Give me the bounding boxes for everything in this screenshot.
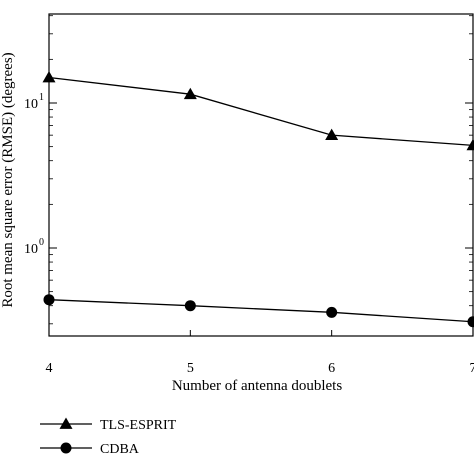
x-axis-label: Number of antenna doublets [172,378,343,394]
series-line-tls-esprit [48,76,474,147]
x-tick-label: 6 [328,361,335,376]
y-tick-label: 10 [24,97,38,112]
legend: TLS-ESPRIT CDBA [40,417,177,457]
series-line-cdba [48,299,474,323]
legend-marker-triangle [59,417,73,429]
x-tick-label: 4 [46,361,53,376]
legend-marker-circle [60,442,72,454]
legend-item: CDBA [40,442,140,457]
x-axis-ticks: 4 5 6 7 [46,330,474,376]
data-point-cdba [467,316,474,328]
legend-label: TLS-ESPRIT [100,418,177,433]
data-point-cdba [326,306,338,318]
data-point-tls-esprit [325,128,339,141]
data-point-cdba [184,300,196,312]
x-tick-label: 5 [187,361,194,376]
y-tick-exponent: 1 [39,92,44,103]
y-tick-label: 10 [24,242,38,257]
data-point-tls-esprit [183,87,197,100]
data-point-cdba [43,294,55,306]
y-axis-label: Root mean square error (RMSE) (degrees) [0,52,16,307]
legend-item: TLS-ESPRIT [40,417,177,433]
data-point-tls-esprit [466,138,474,151]
series-layer [42,70,474,328]
y-tick-exponent: 0 [39,237,44,248]
data-point-tls-esprit [42,70,56,83]
legend-label: CDBA [100,442,140,457]
x-tick-label: 7 [470,361,474,376]
plot-frame [48,13,474,337]
